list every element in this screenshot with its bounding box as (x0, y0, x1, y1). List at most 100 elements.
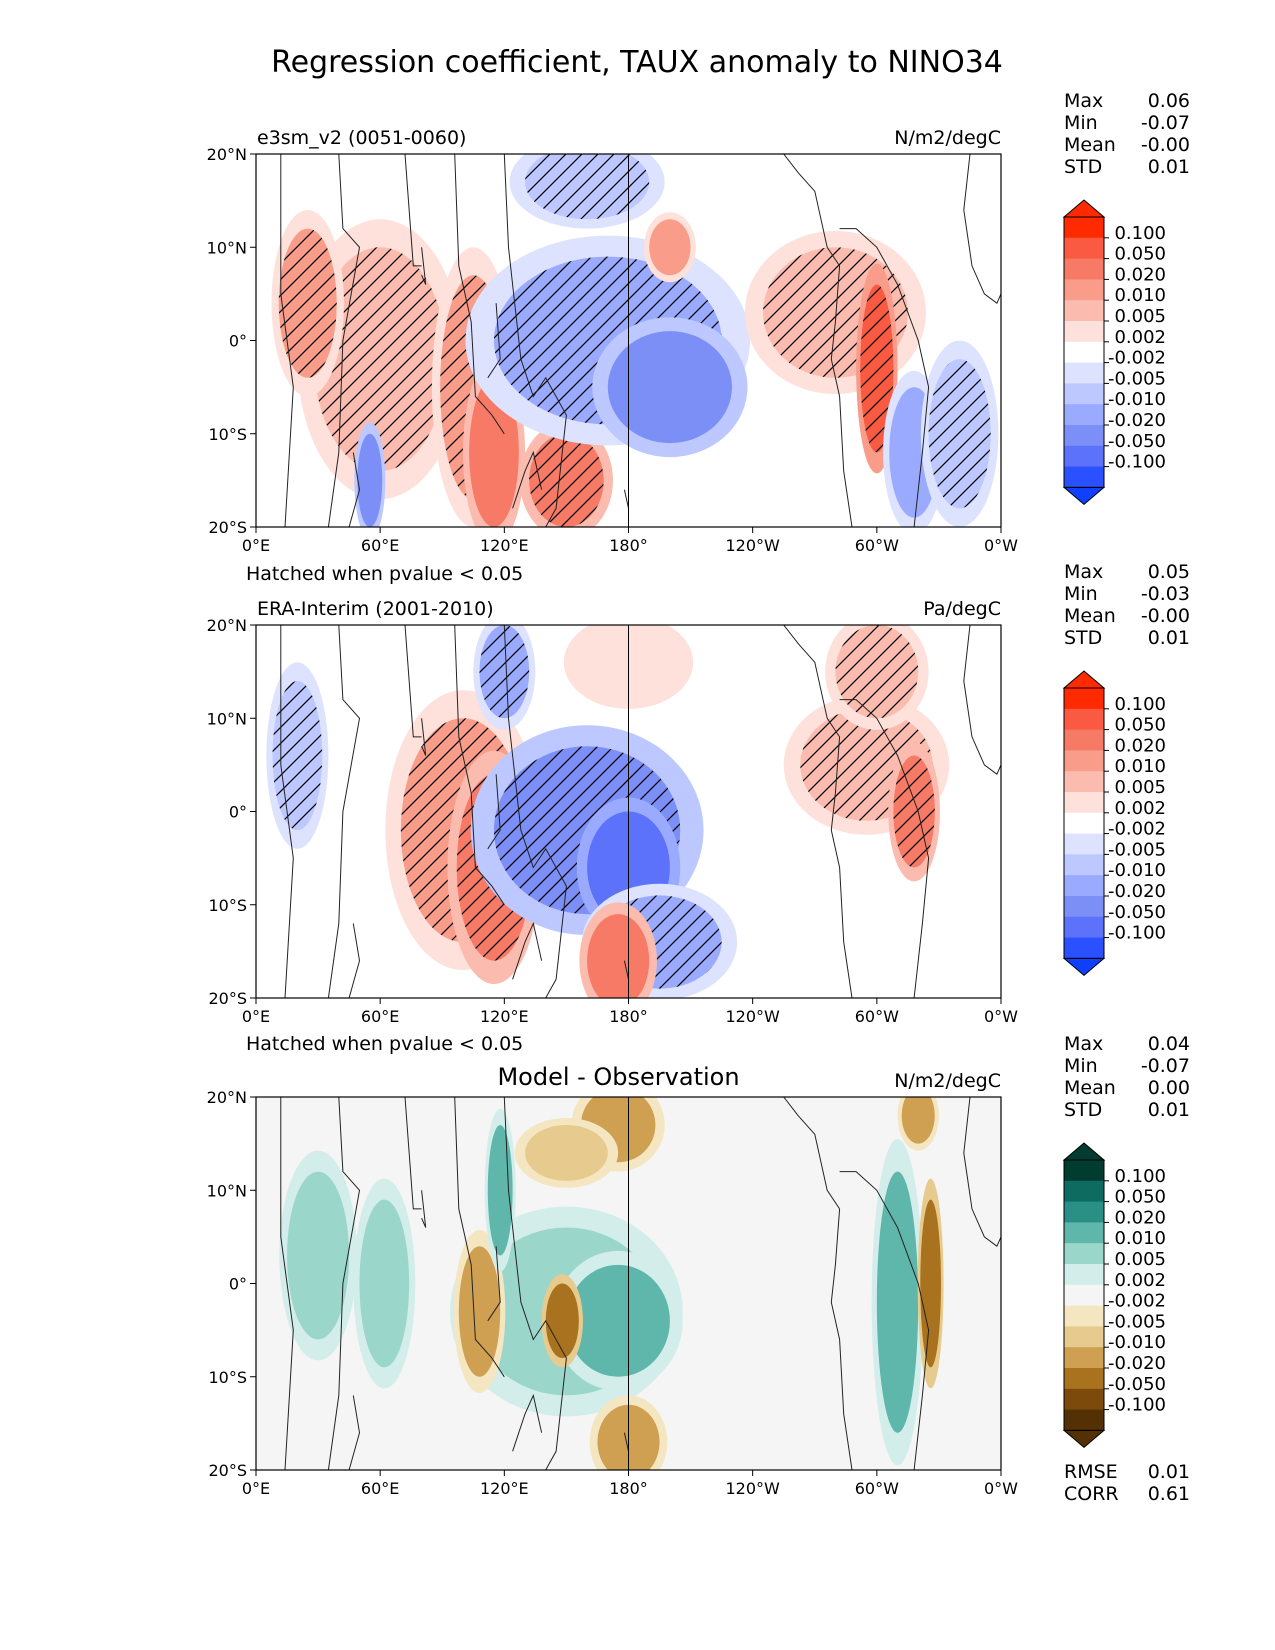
y-tick-label: 20°N (207, 616, 247, 635)
colorbar-segment (1064, 1409, 1104, 1431)
colorbar-label: -0.100 (1108, 452, 1166, 473)
colorbar-segment (1064, 321, 1104, 343)
colorbar-label: -0.020 (1108, 1353, 1166, 1374)
coastline (327, 154, 361, 527)
coastline (421, 1190, 427, 1228)
stat-label-std: STD (1064, 627, 1102, 649)
significance-hatch (525, 154, 650, 220)
coastline (512, 450, 543, 509)
colorbar-label: -0.050 (1108, 1374, 1166, 1395)
colorbar-label: 0.100 (1114, 223, 1166, 244)
x-tick-label: 180° (609, 1007, 648, 1026)
coastline (783, 1097, 841, 1210)
stat-value-mean: -0.00 (1141, 134, 1190, 156)
y-tick-label: 10°N (207, 1181, 247, 1200)
stat-label-min: Min (1064, 112, 1098, 134)
x-tick-label: 0°W (984, 1479, 1018, 1498)
colorbar-label: 0.050 (1114, 715, 1166, 736)
stat-label-mean: Mean (1064, 1077, 1116, 1099)
stat-value-min: -0.07 (1141, 112, 1190, 134)
stat-label-max: Max (1064, 1033, 1103, 1055)
colorbar-label: -0.100 (1108, 1395, 1166, 1416)
coastline (454, 625, 505, 906)
contour-region-core (545, 1283, 579, 1359)
colorbar-segment (1064, 1180, 1104, 1203)
colorbar-segment (1064, 1347, 1104, 1369)
colorbar-segment (1064, 916, 1104, 939)
colorbar-segment (1064, 404, 1104, 426)
coastline (503, 625, 567, 998)
colorbar-segment (1064, 1243, 1104, 1265)
stat-value-mean: -0.00 (1141, 605, 1190, 627)
metric-label-rmse: RMSE (1064, 1461, 1118, 1483)
coastline (623, 960, 629, 980)
coastline (783, 625, 841, 738)
colorbar-extend-min (1062, 1429, 1106, 1449)
y-tick-label: 0° (229, 803, 247, 822)
coastline (503, 154, 567, 527)
colorbar-segment (1064, 896, 1104, 918)
coastline (421, 247, 427, 285)
colorbar-label: -0.002 (1108, 819, 1166, 840)
colorbar-segment (1064, 237, 1104, 260)
y-tick-label: 0° (229, 1275, 247, 1294)
colorbar-label: -0.005 (1108, 839, 1166, 860)
colorbar-label: 0.010 (1114, 1228, 1166, 1249)
x-tick-label: 0°E (242, 1007, 270, 1026)
stat-value-std: 0.01 (1148, 627, 1190, 649)
colorbar-label: 0.020 (1114, 264, 1166, 285)
contour-region-core (587, 914, 650, 998)
contour-region-core (566, 1264, 670, 1377)
stat-value-max: 0.05 (1148, 561, 1190, 583)
colorbar-frame (1063, 687, 1105, 959)
panel-units: N/m2/degC (894, 127, 1001, 149)
colorbar-label: -0.010 (1108, 389, 1166, 410)
colorbar-label: 0.020 (1114, 735, 1166, 756)
coastline (963, 625, 1001, 775)
coastline (487, 1246, 501, 1322)
significance-hatch (893, 755, 935, 868)
panel-obs: 0°E 60°E 120°E 180° 120°W 60°W 0°W 20°N 10°N 0° 10… (207, 561, 1190, 1055)
stat-value-min: -0.03 (1141, 583, 1190, 605)
panel-units: Pa/degC (923, 598, 1001, 620)
colorbar-label: -0.020 (1108, 410, 1166, 431)
colorbar-extend-min (1062, 957, 1106, 977)
colorbar-extend-max (1062, 199, 1106, 218)
colorbar-segment (1064, 341, 1104, 364)
contour-region-core (359, 1199, 410, 1368)
coastline (487, 303, 501, 379)
y-tick-label: 20°S (208, 518, 247, 537)
colorbar-label: 0.020 (1114, 1207, 1166, 1228)
colorbar-segment (1064, 1264, 1104, 1286)
colorbar-label: 0.005 (1114, 306, 1166, 327)
colorbar-label: 0.002 (1114, 798, 1166, 819)
colorbar-segment (1064, 1284, 1104, 1307)
colorbar-label: -0.050 (1108, 902, 1166, 923)
y-tick-label: 20°N (207, 1088, 247, 1107)
figure-title: Regression coefficient, TAUX anomaly to … (271, 45, 1003, 80)
y-tick-label: 20°S (208, 1461, 247, 1480)
stat-label-min: Min (1064, 1055, 1098, 1077)
stat-label-std: STD (1064, 156, 1102, 178)
y-tick-label: 0° (229, 332, 247, 351)
colorbar-segment (1064, 750, 1104, 772)
x-tick-label: 120°E (480, 1479, 529, 1498)
x-tick-label: 0°E (242, 536, 270, 555)
colorbar-label: 0.010 (1114, 285, 1166, 306)
stat-label-max: Max (1064, 561, 1103, 583)
colorbar-segment (1064, 708, 1104, 731)
x-tick-label: 60°E (361, 1007, 399, 1026)
coastline (487, 774, 501, 850)
colorbar-segment (1064, 729, 1104, 751)
coastline (280, 154, 294, 527)
panel-diff: 0°E 60°E 120°E 180° 120°W 60°W 0°W 20°N 10°N 0° 10… (207, 1033, 1190, 1505)
field-model (256, 154, 1001, 527)
y-tick-label: 10°S (208, 896, 247, 915)
coastline (503, 1097, 567, 1470)
stat-label-max: Max (1064, 90, 1103, 112)
x-tick-label: 120°W (725, 1479, 780, 1498)
coastline (348, 1395, 361, 1470)
coastline (280, 1097, 294, 1470)
x-tick-label: 0°E (242, 1479, 270, 1498)
